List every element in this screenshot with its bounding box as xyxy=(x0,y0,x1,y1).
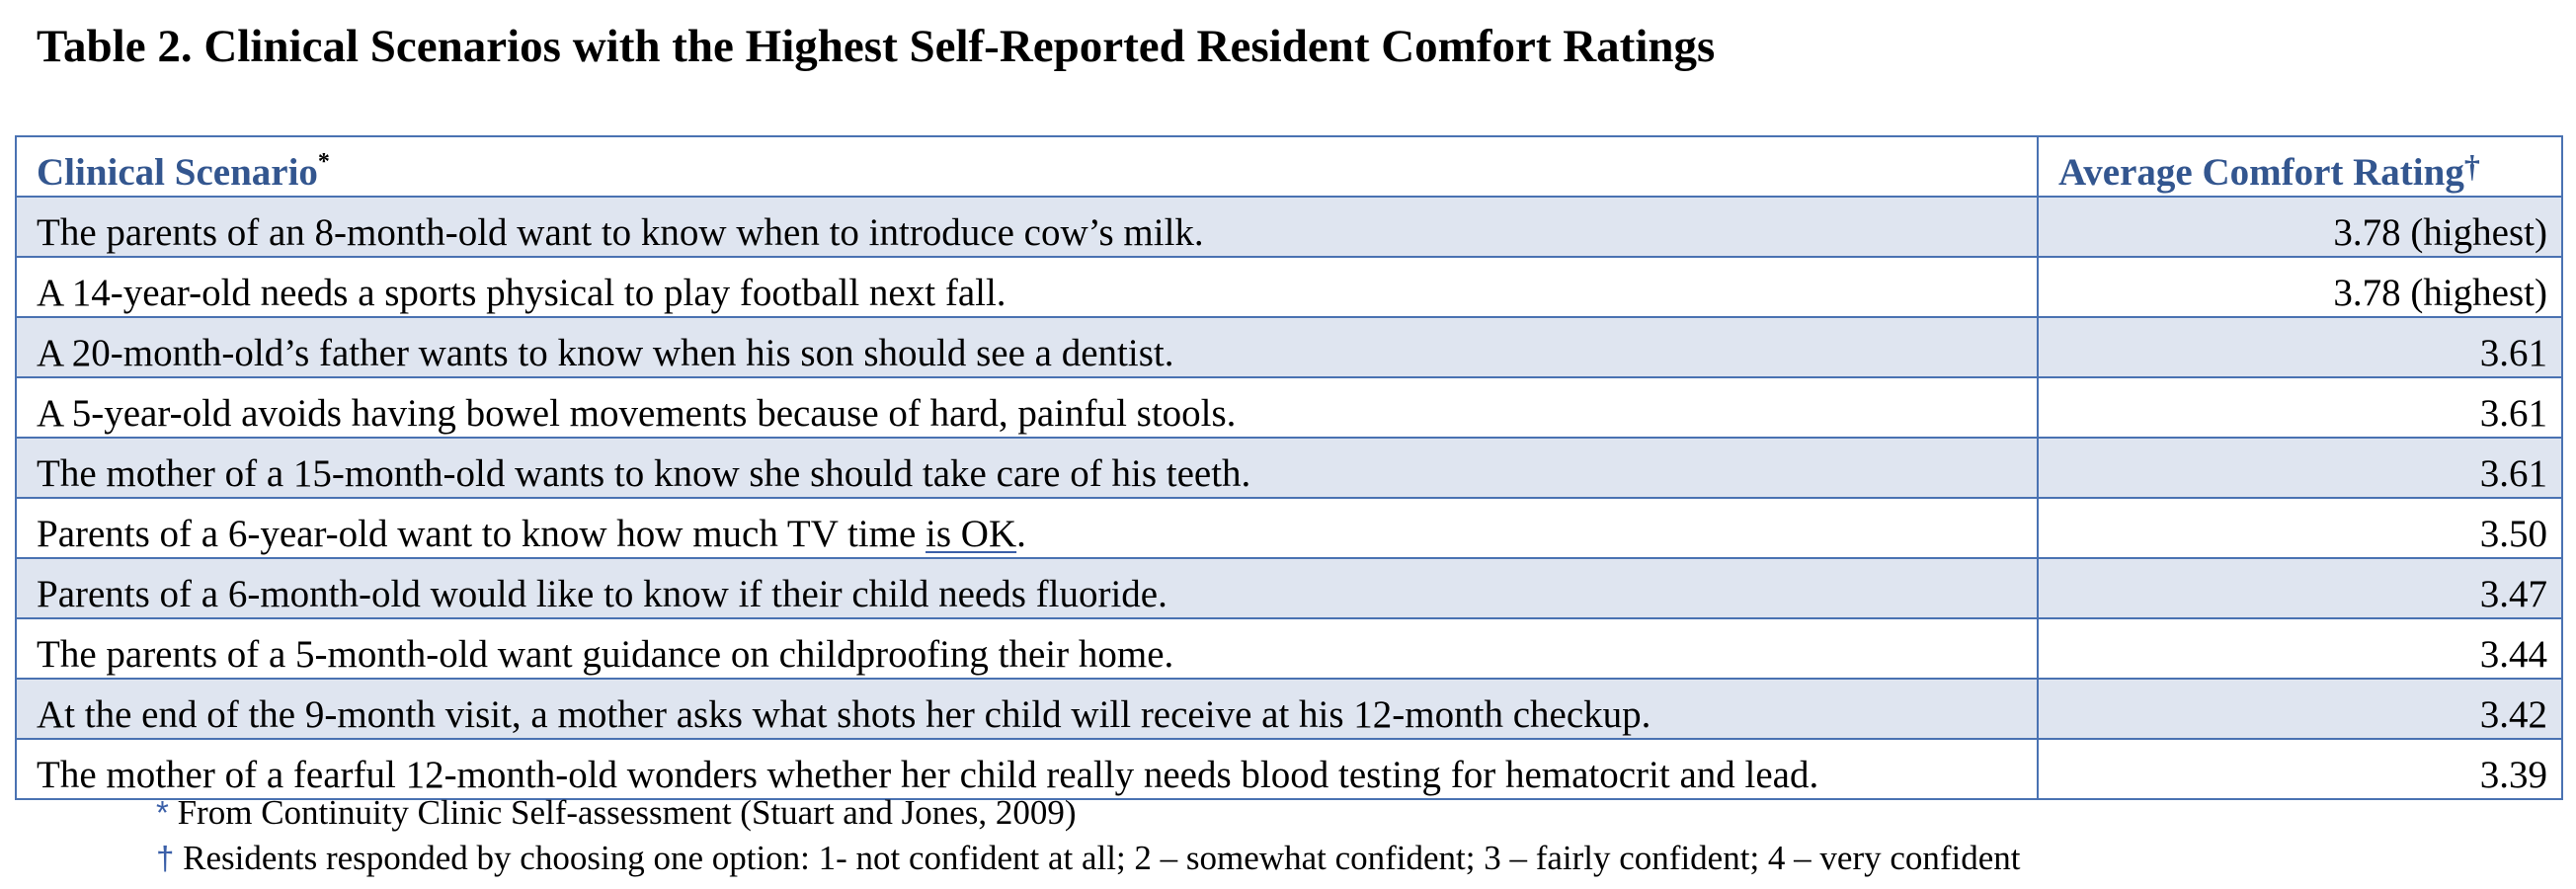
rating-cell: 3.78 (highest) xyxy=(2037,256,2563,318)
column-header-clinical-scenario: Clinical Scenario* xyxy=(15,135,2039,198)
rating-cell: 3.44 xyxy=(2037,617,2563,680)
rating-cell: 3.61 xyxy=(2037,376,2563,439)
table-title: Table 2. Clinical Scenarios with the Hig… xyxy=(37,21,1716,72)
rating-cell: 3.47 xyxy=(2037,557,2563,619)
table-row: The parents of an 8-month-old want to kn… xyxy=(15,196,2563,258)
scenario-cell: The mother of a fearful 12-month-old won… xyxy=(15,738,2039,800)
scenario-cell: A 20-month-old’s father wants to know wh… xyxy=(15,316,2039,378)
column-header-label: Average Comfort Rating xyxy=(2058,151,2464,194)
column-header-label: Clinical Scenario xyxy=(37,151,318,194)
rating-cell: 3.61 xyxy=(2037,316,2563,378)
table-row: The parents of a 5-month-old want guidan… xyxy=(15,617,2563,680)
table-row: A 20-month-old’s father wants to know wh… xyxy=(15,316,2563,378)
scenario-cell: A 14-year-old needs a sports physical to… xyxy=(15,256,2039,318)
table-row: Parents of a 6-year-old want to know how… xyxy=(15,497,2563,559)
footnote-text: Residents responded by choosing one opti… xyxy=(183,839,2021,877)
scenario-text: . xyxy=(1016,513,1026,555)
rating-cell: 3.78 (highest) xyxy=(2037,196,2563,258)
clinical-scenarios-table: Clinical Scenario* Average Comfort Ratin… xyxy=(15,135,2563,800)
scenario-cell: Parents of a 6-month-old would like to k… xyxy=(15,557,2039,619)
scenario-cell: Parents of a 6-year-old want to know how… xyxy=(15,497,2039,559)
table-header-row: Clinical Scenario* Average Comfort Ratin… xyxy=(15,135,2563,198)
scenario-text: Parents of a 6-year-old want to know how… xyxy=(37,513,926,555)
table-row: The mother of a 15-month-old wants to kn… xyxy=(15,437,2563,499)
rating-cell: 3.39 xyxy=(2037,738,2563,800)
table-row: A 14-year-old needs a sports physical to… xyxy=(15,256,2563,318)
rating-cell: 3.42 xyxy=(2037,678,2563,740)
scenario-cell: A 5-year-old avoids having bowel movemen… xyxy=(15,376,2039,439)
rating-cell: 3.50 xyxy=(2037,497,2563,559)
scenario-cell: The parents of an 8-month-old want to kn… xyxy=(15,196,2039,258)
scenario-cell: The parents of a 5-month-old want guidan… xyxy=(15,617,2039,680)
dagger-mark: † xyxy=(156,840,175,876)
table-row: At the end of the 9-month visit, a mothe… xyxy=(15,678,2563,740)
scenario-cell: The mother of a 15-month-old wants to kn… xyxy=(15,437,2039,499)
rating-cell: 3.61 xyxy=(2037,437,2563,499)
asterisk-mark: * xyxy=(156,794,169,831)
table-row: A 5-year-old avoids having bowel movemen… xyxy=(15,376,2563,439)
table-footnotes: * From Continuity Clinic Self-assessment… xyxy=(156,790,2021,881)
scenario-cell: At the end of the 9-month visit, a mothe… xyxy=(15,678,2039,740)
table-row: Parents of a 6-month-old would like to k… xyxy=(15,557,2563,619)
footnote-source: * From Continuity Clinic Self-assessment… xyxy=(156,790,2021,836)
column-header-average-comfort-rating: Average Comfort Rating† xyxy=(2037,135,2563,198)
table-row: The mother of a fearful 12-month-old won… xyxy=(15,738,2563,800)
footnote-rating-scale: † Residents responded by choosing one op… xyxy=(156,836,2021,881)
footnote-reference-mark: * xyxy=(317,149,330,175)
footnote-reference-mark: † xyxy=(2463,148,2480,184)
underlined-phrase: is OK xyxy=(926,513,1017,555)
footnote-text: From Continuity Clinic Self-assessment (… xyxy=(177,793,1077,832)
